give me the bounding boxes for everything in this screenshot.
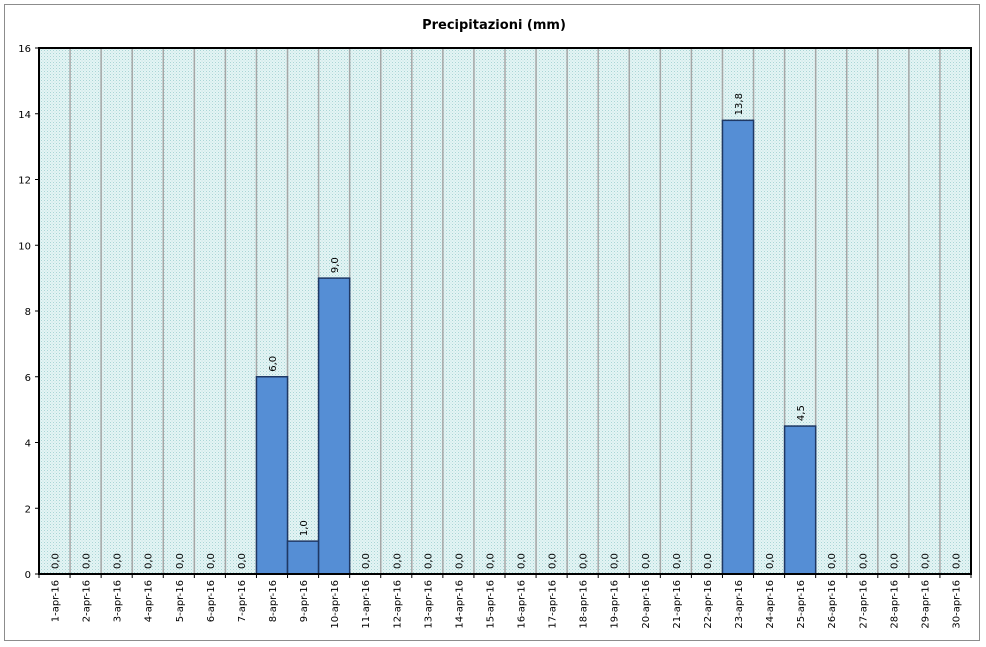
x-tick-label: 12-apr-16 [392, 580, 403, 629]
data-label: 13,8 [734, 93, 745, 115]
data-label: 0,0 [827, 553, 838, 569]
x-tick-label: 4-apr-16 [144, 580, 155, 622]
data-label: 0,0 [641, 553, 652, 569]
x-tick-label: 18-apr-16 [579, 580, 590, 629]
data-label: 0,0 [858, 553, 869, 569]
x-tick-label: 16-apr-16 [517, 580, 528, 629]
y-tick-label: 14 [18, 110, 31, 121]
data-label: 0,0 [82, 553, 93, 569]
data-label: 0,0 [361, 553, 372, 569]
y-tick-label: 2 [25, 504, 31, 515]
data-label: 0,0 [206, 553, 217, 569]
x-tick-label: 9-apr-16 [299, 580, 310, 622]
y-tick-label: 4 [25, 439, 31, 450]
data-label: 0,0 [610, 553, 621, 569]
x-tick-label: 19-apr-16 [610, 580, 621, 629]
data-label: 0,0 [454, 553, 465, 569]
data-label: 6,0 [268, 356, 279, 372]
data-label: 0,0 [579, 553, 590, 569]
data-label: 0,0 [889, 553, 900, 569]
x-tick-label: 15-apr-16 [485, 580, 496, 629]
bar [255, 376, 289, 575]
data-label: 0,0 [765, 553, 776, 569]
precipitation-chart: Precipitazioni (mm) 0 2 4 6 8 10 12 14 16 1-apr-… [18, 18, 972, 629]
y-tick-label: 10 [18, 241, 31, 252]
x-tick-label: 21-apr-16 [672, 580, 683, 629]
x-tick-label: 11-apr-16 [361, 580, 372, 629]
x-tick-label: 17-apr-16 [548, 580, 559, 629]
data-label: 9,0 [330, 257, 341, 273]
x-tick-label: 22-apr-16 [703, 580, 714, 629]
x-tick-label: 28-apr-16 [889, 580, 900, 629]
x-tick-label: 1-apr-16 [51, 580, 62, 622]
data-label: 0,0 [920, 553, 931, 569]
x-axis-ticks: 1-apr-16 2-apr-16 3-apr-16 4-apr-16 5-apr-16… [38, 574, 972, 629]
chart-title: Precipitazioni (mm) [422, 18, 566, 33]
x-tick-label: 8-apr-16 [268, 580, 279, 622]
y-tick-label: 12 [18, 176, 31, 187]
data-label: 0,0 [392, 553, 403, 569]
data-label: 0,0 [237, 553, 248, 569]
y-tick-label: 8 [25, 307, 31, 318]
y-axis-ticks: 0 2 4 6 8 10 12 14 16 [18, 44, 39, 581]
x-tick-label: 6-apr-16 [206, 580, 217, 622]
x-tick-label: 2-apr-16 [82, 580, 93, 622]
bar [286, 540, 320, 575]
data-label: 0,0 [548, 553, 559, 569]
data-label: 1,0 [299, 520, 310, 536]
bars [255, 119, 817, 575]
data-label: 0,0 [51, 553, 62, 569]
bar [721, 119, 755, 575]
x-tick-label: 13-apr-16 [423, 580, 434, 629]
data-labels: 0,0 0,0 0,0 0,0 0,0 0,0 0,0 6,0 1,0 9,0 0,0 0,0 0,0 0… [51, 93, 963, 569]
y-tick-label: 16 [18, 44, 31, 55]
x-tick-label: 7-apr-16 [237, 580, 248, 622]
x-tick-label: 23-apr-16 [734, 580, 745, 629]
x-tick-label: 24-apr-16 [765, 580, 776, 629]
data-label: 0,0 [517, 553, 528, 569]
x-tick-label: 30-apr-16 [951, 580, 962, 629]
data-label: 0,0 [175, 553, 186, 569]
bar [317, 277, 351, 575]
data-label: 4,5 [796, 405, 807, 421]
data-label: 0,0 [423, 553, 434, 569]
data-label: 0,0 [144, 553, 155, 569]
bar [783, 425, 817, 575]
x-tick-label: 10-apr-16 [330, 580, 341, 629]
x-tick-label: 27-apr-16 [858, 580, 869, 629]
y-tick-label: 0 [25, 570, 31, 581]
chart-frame: Precipitazioni (mm) 0 2 4 6 8 10 12 14 16 1-apr-… [4, 4, 980, 641]
data-label: 0,0 [703, 553, 714, 569]
x-tick-label: 5-apr-16 [175, 580, 186, 622]
x-tick-label: 20-apr-16 [641, 580, 652, 629]
data-label: 0,0 [672, 553, 683, 569]
x-tick-label: 14-apr-16 [454, 580, 465, 629]
data-label: 0,0 [485, 553, 496, 569]
x-tick-label: 26-apr-16 [827, 580, 838, 629]
y-tick-label: 6 [25, 373, 31, 384]
x-tick-label: 3-apr-16 [113, 580, 124, 622]
data-label: 0,0 [951, 553, 962, 569]
x-tick-label: 29-apr-16 [920, 580, 931, 629]
data-label: 0,0 [113, 553, 124, 569]
x-tick-label: 25-apr-16 [796, 580, 807, 629]
